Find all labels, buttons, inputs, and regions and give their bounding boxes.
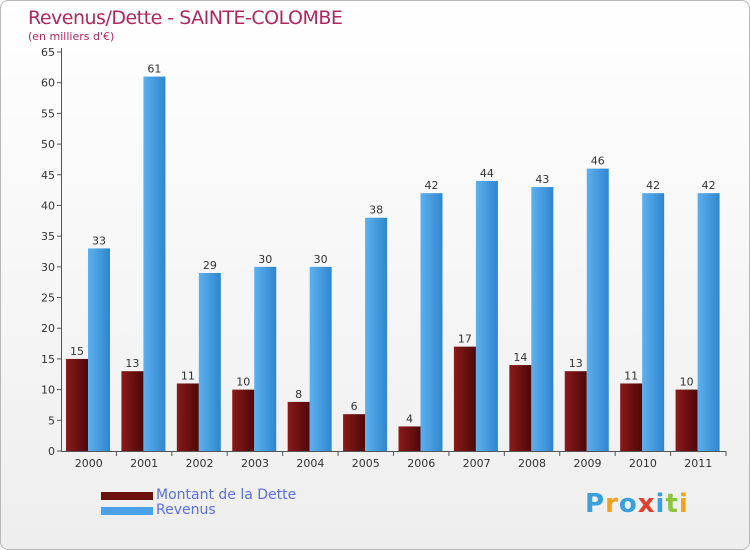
data-label: 33 xyxy=(92,234,106,247)
data-label: 17 xyxy=(458,333,472,346)
data-label: 61 xyxy=(147,63,161,76)
proxiti-logo: Proxiti xyxy=(585,489,689,519)
x-tick-label: 2005 xyxy=(352,457,380,470)
data-label: 42 xyxy=(702,179,716,192)
y-tick-label: 10 xyxy=(41,384,55,397)
y-tick-label: 60 xyxy=(41,77,55,90)
legend-label-dette: Montant de la Dette xyxy=(156,487,297,503)
legend-label-revenus: Revenus xyxy=(156,502,216,518)
bar-dette xyxy=(453,346,476,451)
bar-revenus xyxy=(254,266,277,451)
bar-revenus xyxy=(475,180,498,451)
bar-dette xyxy=(343,414,366,451)
logo-letter: i xyxy=(678,489,689,519)
data-label: 43 xyxy=(535,173,549,186)
chart-title: Revenus/Dette - SAINTE-COLOMBE xyxy=(28,7,343,29)
data-label: 29 xyxy=(203,259,217,272)
x-tick-label: 2002 xyxy=(186,457,214,470)
data-label: 8 xyxy=(295,388,302,401)
x-tick-label: 2000 xyxy=(75,457,103,470)
data-label: 15 xyxy=(70,345,84,358)
bar-revenus xyxy=(586,168,609,451)
logo-letter: x xyxy=(637,489,656,519)
logo-letter: t xyxy=(665,489,679,519)
data-label: 10 xyxy=(680,376,694,389)
bar-dette xyxy=(675,389,698,451)
bar-dette xyxy=(564,371,587,451)
bar-dette xyxy=(66,358,88,451)
bar-revenus xyxy=(309,266,332,451)
y-tick-label: 0 xyxy=(48,445,55,458)
legend-swatch-dette xyxy=(101,492,153,500)
legend-swatch-revenus xyxy=(101,507,153,515)
y-tick-label: 55 xyxy=(41,107,55,120)
x-tick-label: 2010 xyxy=(629,457,657,470)
data-label: 6 xyxy=(351,400,358,413)
x-tick-label: 2003 xyxy=(241,457,269,470)
bar-revenus xyxy=(531,187,554,452)
x-tick-label: 2007 xyxy=(463,457,491,470)
bar-revenus xyxy=(420,193,443,451)
bar-revenus xyxy=(697,193,720,451)
bar-dette xyxy=(232,389,255,451)
logo-letter: o xyxy=(618,489,638,519)
x-tick-label: 2006 xyxy=(407,457,435,470)
bar-dette xyxy=(121,371,144,451)
x-tick-label: 2004 xyxy=(296,457,324,470)
data-label: 4 xyxy=(406,412,413,425)
y-tick-label: 35 xyxy=(41,230,55,243)
y-tick-label: 50 xyxy=(41,138,55,151)
y-tick-label: 15 xyxy=(41,353,55,366)
logo-letter: P xyxy=(585,489,606,519)
logo-letter: r xyxy=(605,489,619,519)
x-tick-label: 2009 xyxy=(573,457,601,470)
bar-dette xyxy=(287,401,310,451)
data-label: 46 xyxy=(591,155,605,168)
data-label: 38 xyxy=(369,204,383,217)
data-label: 13 xyxy=(125,357,139,370)
y-tick-label: 45 xyxy=(41,169,55,182)
y-tick-label: 40 xyxy=(41,199,55,212)
bar-revenus xyxy=(143,76,166,452)
x-tick-label: 2011 xyxy=(684,457,712,470)
y-tick-label: 30 xyxy=(41,261,55,274)
bar-dette xyxy=(398,426,421,451)
data-label: 44 xyxy=(480,167,494,180)
bar-revenus xyxy=(365,217,388,451)
chart-subtitle: (en milliers d'€) xyxy=(28,30,115,43)
data-label: 11 xyxy=(181,369,195,382)
data-label: 13 xyxy=(569,357,583,370)
bar-dette xyxy=(176,383,199,451)
data-label: 30 xyxy=(258,253,272,266)
y-tick-label: 65 xyxy=(41,46,55,59)
y-tick-label: 20 xyxy=(41,322,55,335)
data-label: 14 xyxy=(513,351,527,364)
x-tick-label: 2001 xyxy=(130,457,158,470)
x-tick-label: 2008 xyxy=(518,457,546,470)
logo-letter: i xyxy=(655,489,666,519)
bar-dette xyxy=(620,383,643,451)
bar-dette xyxy=(509,365,532,451)
y-tick-label: 5 xyxy=(48,414,55,427)
bar-revenus xyxy=(198,272,221,451)
data-label: 42 xyxy=(646,179,660,192)
data-label: 42 xyxy=(425,179,439,192)
bar-revenus xyxy=(88,248,110,451)
bar-revenus xyxy=(642,193,665,451)
y-tick-label: 25 xyxy=(41,292,55,305)
data-label: 11 xyxy=(624,369,638,382)
data-label: 10 xyxy=(236,376,250,389)
data-label: 30 xyxy=(314,253,328,266)
